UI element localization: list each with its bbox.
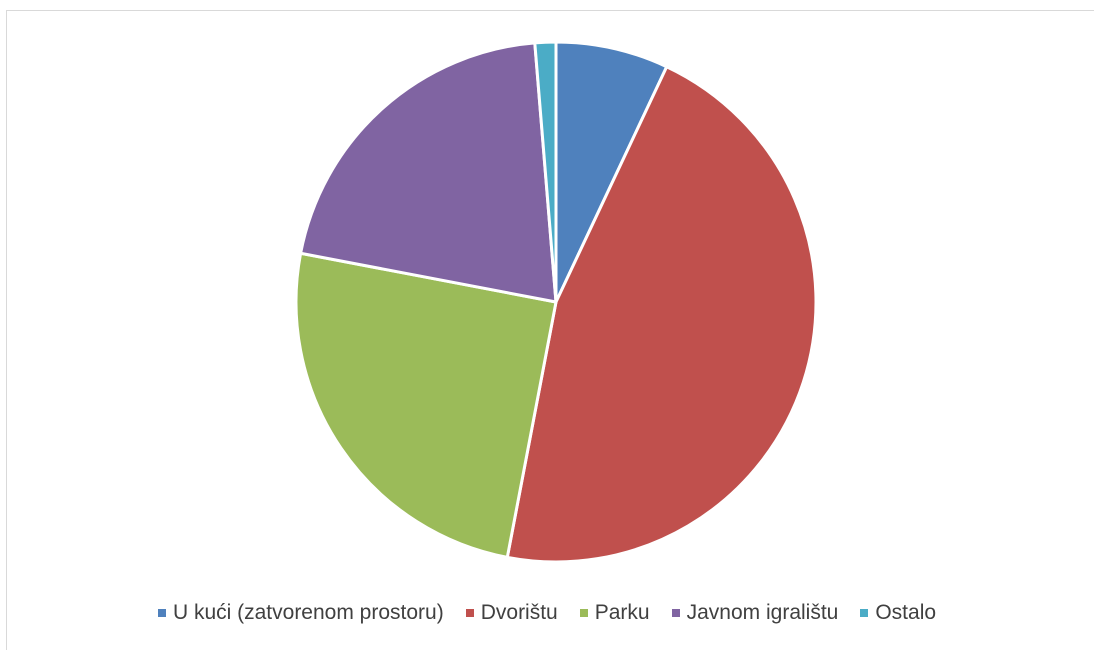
legend: U kući (zatvorenom prostoru) Dvorištu Park… xyxy=(0,598,1094,628)
legend-swatch xyxy=(671,609,680,617)
legend-swatch xyxy=(860,609,869,617)
legend-label: Ostalo xyxy=(875,601,937,624)
legend-item-parku: Parku xyxy=(579,601,650,625)
legend-item-u-kuci-zatvorenom-prostoru: U kući (zatvorenom prostoru) xyxy=(157,601,444,625)
legend-item-javnom-igralistu: Javnom igralištu xyxy=(671,601,839,625)
pie-slice-u-kuci-zatvorenom-prostoru xyxy=(554,40,669,304)
pie-slice-ostalo xyxy=(533,40,558,304)
legend-label: Javnom igralištu xyxy=(686,601,839,624)
legend-label: Parku xyxy=(594,601,650,624)
chart-frame xyxy=(6,10,1094,650)
legend-item-dvoristu: Dvorištu xyxy=(465,601,558,625)
legend-label: U kući (zatvorenom prostoru) xyxy=(172,601,444,624)
pie-slice-javnom-igralistu xyxy=(299,41,558,304)
legend-swatch xyxy=(579,609,588,617)
pie-slice-dvoristu xyxy=(505,65,818,564)
legend-swatch xyxy=(157,609,166,617)
legend-label: Dvorištu xyxy=(480,601,558,624)
legend-item-ostalo: Ostalo xyxy=(860,601,936,625)
legend-swatch xyxy=(465,609,474,617)
pie-slice-parku xyxy=(294,251,558,559)
